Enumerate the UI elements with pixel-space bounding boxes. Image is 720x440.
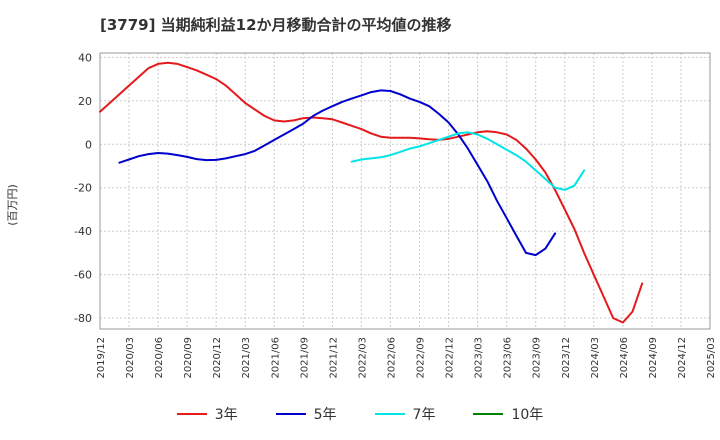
x-tick-label: 2023/03 (474, 337, 485, 379)
plot-frame (99, 52, 711, 330)
legend-item-0: 3年 (176, 402, 238, 426)
legend-label: 7年 (412, 407, 436, 423)
x-tick-label: 2023/12 (561, 337, 572, 379)
x-tick-label: 2022/03 (357, 337, 368, 379)
x-tick-label: 2022/12 (445, 337, 456, 379)
y-tick-label: 20 (78, 95, 92, 108)
x-tick-label: 2022/09 (416, 337, 427, 379)
legend-swatch (374, 413, 405, 415)
x-tick-label: 2020/12 (212, 337, 223, 379)
x-tick-label: 2021/06 (270, 337, 281, 379)
series-line-2 (350, 131, 586, 191)
legend-swatch (473, 413, 504, 415)
x-tick-label: 2024/09 (648, 337, 659, 379)
series-layer (99, 61, 644, 324)
x-tick-label: 2024/03 (590, 337, 601, 379)
legend-swatch (176, 413, 207, 415)
x-tick-label: 2020/03 (125, 337, 136, 379)
chart-title: [3779] 当期純利益12か月移動合計の平均値の推移 (100, 16, 452, 34)
axis-layer: 40 20 0 -20 -40 -60 -80 2019/12 2020/03 2020/06 20… (74, 51, 717, 378)
legend-item-3: 10年 (473, 402, 543, 426)
legend-swatch (275, 413, 306, 415)
y-axis-label: (百万円) (6, 184, 19, 226)
x-tick-label: 2021/09 (299, 337, 310, 379)
y-tick-label: -20 (74, 182, 92, 195)
x-tick-label: 2021/12 (328, 337, 339, 379)
legend-label: 10年 (511, 407, 544, 423)
grid-layer (99, 53, 711, 329)
series-line-1 (118, 89, 557, 257)
x-tick-label: 2020/09 (183, 337, 194, 379)
legend-label: 3年 (214, 407, 238, 423)
x-tick-label: 2023/09 (532, 337, 543, 379)
x-tick-label: 2024/06 (619, 337, 630, 379)
y-tick-label: -60 (74, 269, 92, 282)
series-line-0 (99, 61, 644, 324)
legend-label: 5年 (313, 407, 337, 423)
x-tick-label: 2020/06 (154, 337, 165, 379)
y-tick-label: -40 (74, 225, 92, 238)
legend: 3年 5年 7年 10年 (0, 402, 720, 426)
x-tick-label: 2019/12 (96, 337, 107, 379)
legend-item-2: 7年 (374, 402, 436, 426)
legend-item-1: 5年 (275, 402, 337, 426)
x-tick-label: 2025/03 (706, 337, 717, 379)
x-tick-label: 2024/12 (677, 337, 688, 379)
y-tick-label: 0 (85, 138, 92, 151)
x-tick-label: 2022/06 (386, 337, 397, 379)
y-tick-label: -80 (74, 312, 92, 325)
x-tick-label: 2021/03 (241, 337, 252, 379)
y-tick-label: 40 (78, 51, 92, 64)
x-tick-label: 2023/06 (503, 337, 514, 379)
